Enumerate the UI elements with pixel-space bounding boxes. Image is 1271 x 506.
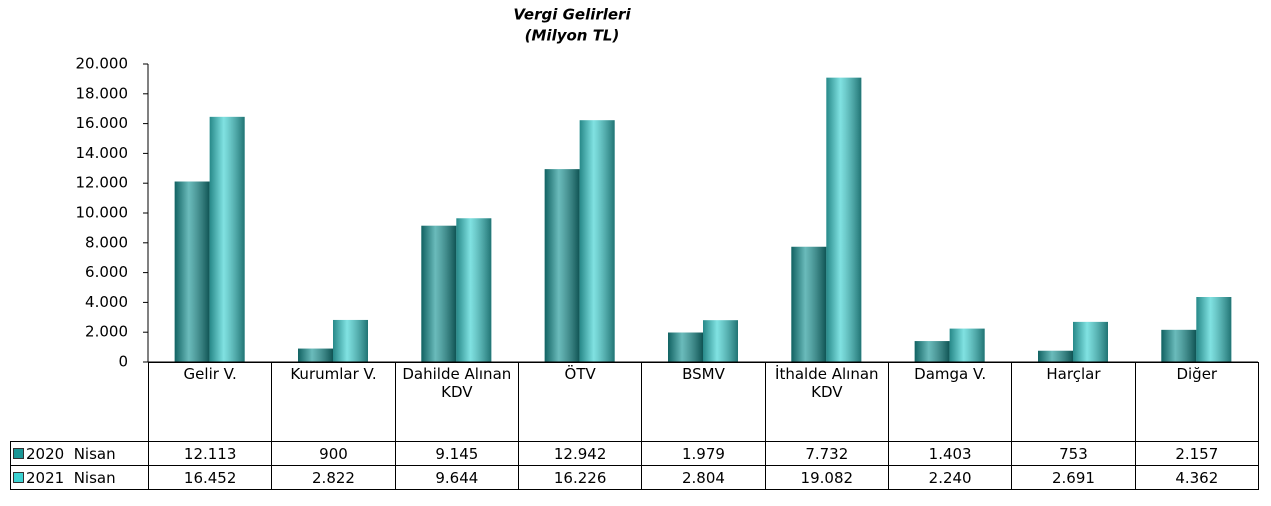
- y-tick-label: 16.000: [76, 114, 129, 132]
- data-label: 1.979: [641, 441, 766, 466]
- x-tick-label: Dahilde Alınan KDV: [394, 362, 519, 442]
- bar: [949, 328, 985, 362]
- bar: [544, 169, 580, 362]
- legend-entry: 2021 Nisan: [10, 465, 149, 490]
- bar: [174, 181, 210, 362]
- bar: [421, 225, 457, 362]
- data-label: 4.362: [1134, 465, 1259, 490]
- x-tick-label: Gelir V.: [147, 362, 273, 442]
- data-label: 2.804: [641, 465, 766, 490]
- y-tick-label: 14.000: [76, 144, 129, 162]
- chart-title: Vergi Gelirleri: [513, 6, 631, 24]
- data-label: 1.403: [887, 441, 1013, 466]
- data-label: 900: [271, 441, 396, 466]
- bar: [1161, 329, 1197, 362]
- x-tick-label: Harçlar: [1011, 362, 1136, 442]
- x-tick-label: Diğer: [1134, 362, 1259, 442]
- bar: [456, 218, 492, 362]
- data-table: Gelir V. Kurumlar V. Dahilde Alınan KDV ÖTV…: [10, 362, 1259, 490]
- bar: [668, 332, 703, 362]
- bar: [1196, 297, 1232, 362]
- bar: [1073, 321, 1108, 362]
- x-tick-label: Damga V.: [887, 362, 1013, 442]
- data-label: 9.145: [394, 441, 519, 466]
- x-tick-label: İthalde Alınan KDV: [764, 362, 889, 442]
- bar: [209, 116, 245, 362]
- data-label: 12.942: [517, 441, 643, 466]
- y-tick-label: 2.000: [85, 323, 128, 341]
- table-corner: [10, 362, 149, 442]
- bar: [298, 348, 333, 362]
- bar: [826, 77, 862, 363]
- data-label: 16.226: [517, 465, 643, 490]
- legend-label: 2020 Nisan: [26, 444, 116, 463]
- legend-key: [13, 447, 24, 459]
- data-label: 2.691: [1011, 465, 1136, 490]
- data-label: 2.822: [271, 465, 396, 490]
- bar: [914, 341, 950, 362]
- data-label: 12.113: [147, 441, 273, 466]
- x-tick-label: BSMV: [641, 362, 766, 442]
- data-label: 2.157: [1134, 441, 1259, 466]
- bar: [579, 120, 615, 362]
- data-label: 9.644: [394, 465, 519, 490]
- chart-subtitle: (Milyon TL): [525, 27, 620, 45]
- legend-label: 2021 Nisan: [26, 468, 116, 487]
- y-tick-label: 6.000: [85, 263, 128, 281]
- x-tick-label: ÖTV: [517, 362, 643, 442]
- y-tick-label: 8.000: [85, 233, 128, 251]
- y-tick-label: 4.000: [85, 293, 128, 311]
- data-label: 2.240: [887, 465, 1013, 490]
- bar: [333, 319, 368, 362]
- y-tick-label: 20.000: [76, 55, 129, 73]
- y-tick-label: 18.000: [76, 84, 129, 102]
- legend-key: [13, 471, 24, 483]
- bar: [791, 246, 827, 362]
- y-tick-label: 12.000: [76, 174, 129, 192]
- data-label: 753: [1011, 441, 1136, 466]
- bar: [703, 320, 738, 362]
- bar: [1038, 350, 1073, 362]
- data-label: 19.082: [764, 465, 889, 490]
- data-label: 16.452: [147, 465, 273, 490]
- y-tick-label: 10.000: [76, 204, 129, 222]
- data-label: 7.732: [764, 441, 889, 466]
- legend-entry: 2020 Nisan: [10, 441, 149, 466]
- y-tick-label: 0: [118, 353, 128, 371]
- x-tick-label: Kurumlar V.: [271, 362, 396, 442]
